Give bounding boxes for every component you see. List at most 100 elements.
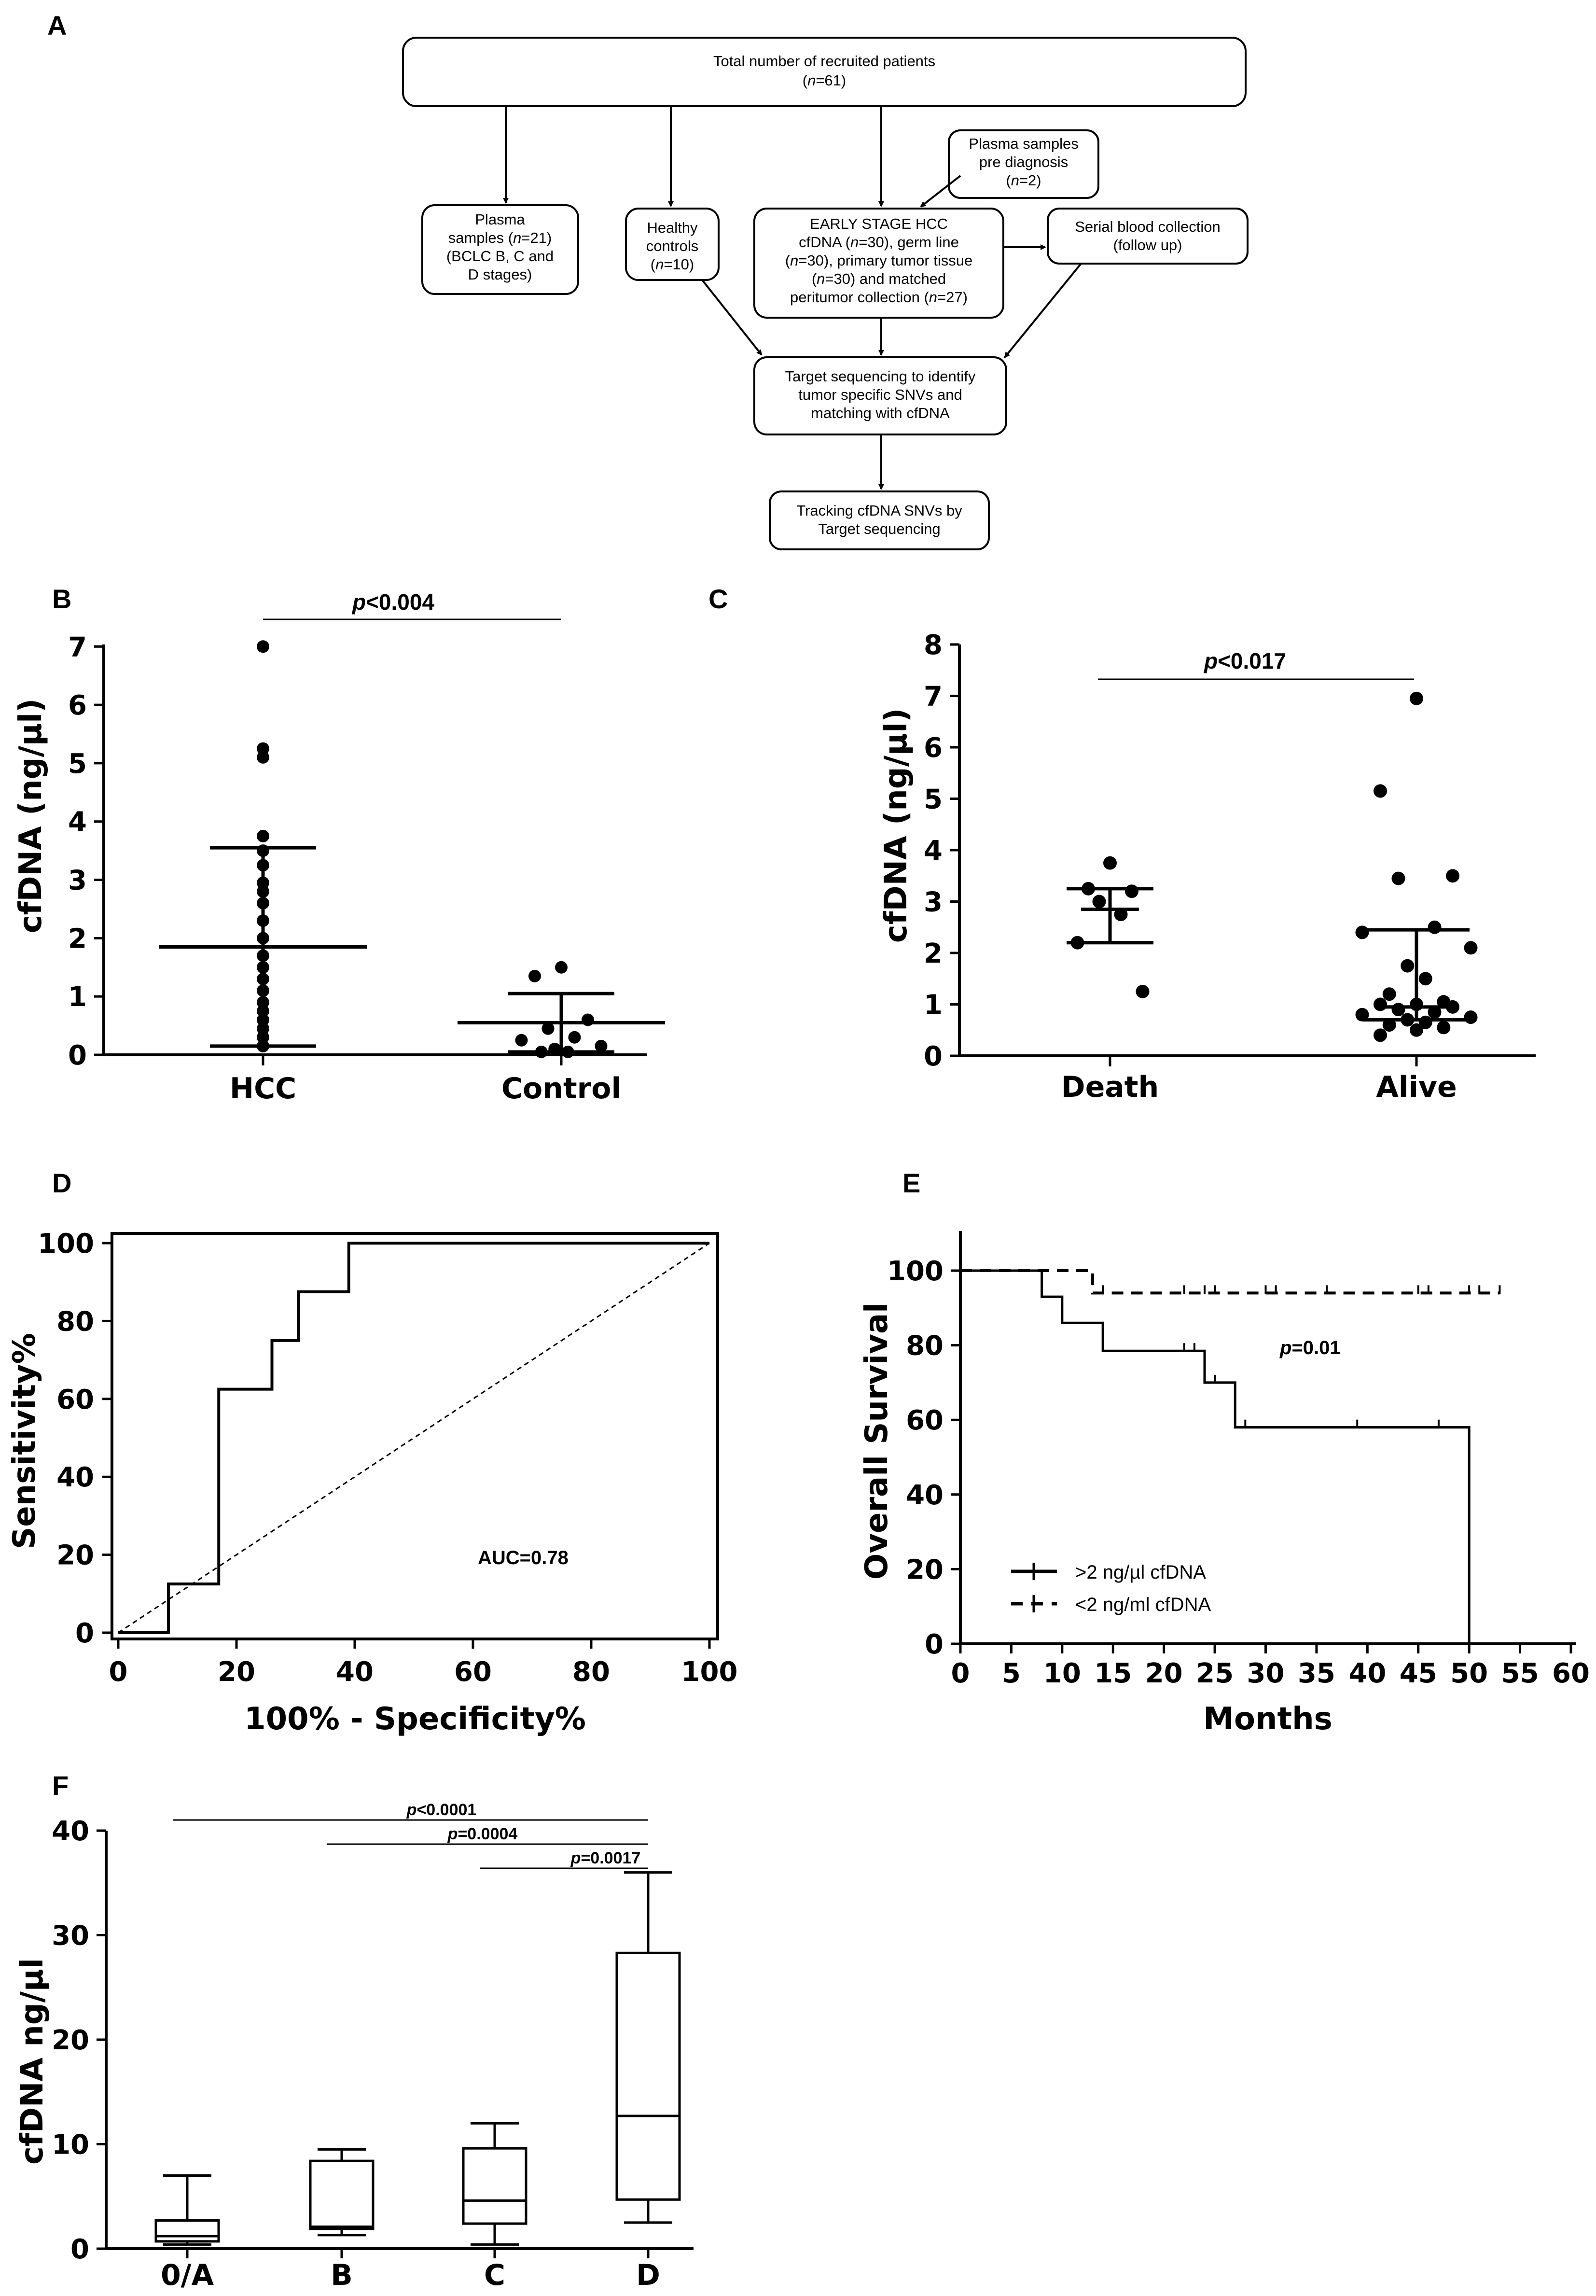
panel-c-data-point bbox=[1355, 925, 1369, 939]
panel-label-f: F bbox=[52, 1770, 69, 1801]
panel-b-category-label: Control bbox=[501, 1072, 621, 1106]
panel-d-xtick-label: 20 bbox=[218, 1656, 255, 1688]
panel-d-frame bbox=[111, 1232, 719, 1640]
panel-e-ytick-label: 0 bbox=[925, 1629, 944, 1660]
panel-e-ytick-label: 100 bbox=[887, 1256, 944, 1287]
panel-c-ytick-label: 5 bbox=[924, 784, 943, 815]
panel-c-ytick-label: 8 bbox=[924, 630, 943, 661]
panel-label-c: C bbox=[708, 584, 728, 614]
box-tracking bbox=[769, 490, 990, 550]
panel-label-d: D bbox=[52, 1168, 71, 1198]
panel-b-category-label: HCC bbox=[230, 1072, 296, 1106]
panel-c-data-point bbox=[1428, 920, 1442, 934]
panel-c-ytick-label: 6 bbox=[924, 732, 943, 764]
panel-f-pvalue: p<0.0001 bbox=[406, 1801, 477, 1819]
panel-d-reference-line bbox=[118, 1242, 710, 1634]
panel-d-roc-curve bbox=[118, 1242, 709, 1634]
panel-f-ytick-label: 10 bbox=[52, 2129, 89, 2161]
box-plasma-line4: D stages) bbox=[468, 266, 532, 283]
panel-f-box bbox=[615, 1951, 681, 2201]
panel-c-data-point bbox=[1125, 884, 1138, 898]
panel-label-e: E bbox=[902, 1168, 920, 1198]
panel-b-ytick-label: 7 bbox=[68, 631, 87, 663]
box-serial-blood bbox=[1047, 208, 1249, 265]
panel-f-ytick-label: 40 bbox=[52, 1816, 89, 1847]
panel-e-xtick-label: 35 bbox=[1298, 1658, 1335, 1689]
panel-c-data-point bbox=[1464, 941, 1478, 955]
panel-b-ytick-label: 3 bbox=[68, 865, 87, 896]
panel-b-data-point bbox=[541, 1022, 555, 1035]
panel-c-ylabel: cfDNA (ng/µl) bbox=[878, 708, 914, 943]
panel-label-b: B bbox=[52, 584, 71, 614]
panel-b-pvalue: p<0.004 bbox=[351, 589, 435, 615]
panel-c-data-point bbox=[1374, 1028, 1387, 1042]
panel-e-xtick-label: 60 bbox=[1552, 1658, 1590, 1689]
panel-f-ylabel: cfDNA ng/µl bbox=[14, 1958, 50, 2165]
box-plasma-line2: samples (n=21) bbox=[448, 229, 552, 246]
panel-e-xtick-label: 10 bbox=[1043, 1658, 1081, 1689]
panel-b-data-point bbox=[257, 640, 269, 653]
panel-e-xtick-label: 20 bbox=[1145, 1658, 1183, 1689]
arrow-prediag-to-early bbox=[920, 175, 961, 208]
panel-c-data-point bbox=[1382, 987, 1396, 1001]
box-plasma-samples bbox=[421, 204, 579, 295]
panel-e-ylabel: Overall Survival bbox=[859, 1302, 895, 1580]
panel-f-box bbox=[462, 2147, 527, 2225]
panel-f-pvalue: p=0.0017 bbox=[570, 1849, 641, 1867]
panel-e-xtick-label: 45 bbox=[1400, 1658, 1437, 1689]
panel-c-data-point bbox=[1391, 1003, 1405, 1017]
panel-d-xtick-label: 40 bbox=[336, 1656, 374, 1688]
panel-c-chart: cfDNA (ng/µl) 0 1 2 3 4 5 6 7 8 Death Alive p<0.0… bbox=[878, 630, 1536, 1104]
panel-c-pvalue: p<0.017 bbox=[1203, 648, 1286, 673]
box-early-line3: (n=30), primary tumor tissue bbox=[785, 252, 973, 269]
panel-c-ytick-label: 7 bbox=[924, 681, 943, 713]
box-healthy-line2: controls bbox=[646, 238, 699, 254]
panel-e-pvalue: p=0.01 bbox=[1279, 1337, 1341, 1358]
panel-c-data-point bbox=[1418, 972, 1432, 986]
arrow-serial-to-target bbox=[1004, 263, 1082, 358]
panel-e-xtick-label: 15 bbox=[1094, 1658, 1132, 1689]
panel-c-data-point bbox=[1410, 1023, 1423, 1037]
panel-c-category-label: Alive bbox=[1376, 1070, 1457, 1104]
panel-d-chart: Sensitivity% 0 20 40 60 80 100 0 20 40 60 80 100 1… bbox=[7, 1228, 737, 1737]
panel-d-xtick-label: 0 bbox=[109, 1656, 128, 1688]
box-total-line1: Total number of recruited patients bbox=[713, 53, 935, 70]
panel-c-data-point bbox=[1437, 1021, 1451, 1035]
box-prediagnosis bbox=[948, 129, 1099, 199]
panel-e-xtick-label: 40 bbox=[1348, 1658, 1386, 1689]
panel-e-ytick-label: 20 bbox=[906, 1554, 944, 1585]
panel-e-xtick-label: 5 bbox=[1002, 1658, 1021, 1689]
panel-e-xtick-label: 30 bbox=[1247, 1658, 1285, 1689]
panel-f-ytick-label: 30 bbox=[52, 1920, 89, 1952]
panel-b-data-point bbox=[595, 1039, 608, 1052]
box-healthy-line3: (n=10) bbox=[651, 256, 694, 273]
box-target-line3: matching with cfDNA bbox=[811, 405, 950, 421]
panel-c-data-point bbox=[1092, 895, 1106, 909]
box-tracking-line2: Target sequencing bbox=[818, 520, 940, 537]
box-tracking-line1: Tracking cfDNA SNVs by bbox=[796, 502, 962, 519]
panel-c-data-point bbox=[1103, 856, 1117, 870]
panel-c-data-point bbox=[1136, 984, 1150, 998]
panel-c-data-point bbox=[1374, 997, 1387, 1011]
box-healthy-controls bbox=[625, 208, 720, 281]
panel-b-data-point bbox=[257, 751, 269, 764]
panel-b-ytick-label: 4 bbox=[68, 807, 87, 838]
panel-d-ytick-label: 60 bbox=[56, 1384, 94, 1415]
panel-f-category-label: B bbox=[331, 2258, 353, 2292]
panel-b-data-point bbox=[515, 1034, 528, 1047]
panel-c-ytick-label: 2 bbox=[924, 938, 943, 969]
panel-e-chart: Overall Survival 0 20 40 60 80 100 0 5 10 15 20 25… bbox=[859, 1231, 1590, 1737]
arrow-healthy-to-target bbox=[701, 279, 763, 356]
panel-e-xtick-label: 50 bbox=[1450, 1658, 1488, 1689]
panel-c-data-point bbox=[1446, 869, 1459, 883]
panel-b-data-point bbox=[257, 829, 269, 842]
panel-b-chart: cfDNA (ng/µl) 0 1 2 3 4 5 6 7 HCC Control p<0.00… bbox=[13, 589, 665, 1106]
panel-d-xlabel: 100% - Specificity% bbox=[244, 1701, 586, 1737]
legend-label-high: >2 ng/µl cfDNA bbox=[1075, 1562, 1206, 1583]
box-early-line1: EARLY STAGE HCC bbox=[810, 215, 948, 232]
panel-d-ytick-label: 80 bbox=[56, 1306, 94, 1337]
panel-e-xlabel: Months bbox=[1203, 1701, 1332, 1737]
panel-f-category-label: 0/A bbox=[161, 2258, 214, 2292]
box-plasma-line1: Plasma bbox=[475, 211, 525, 228]
